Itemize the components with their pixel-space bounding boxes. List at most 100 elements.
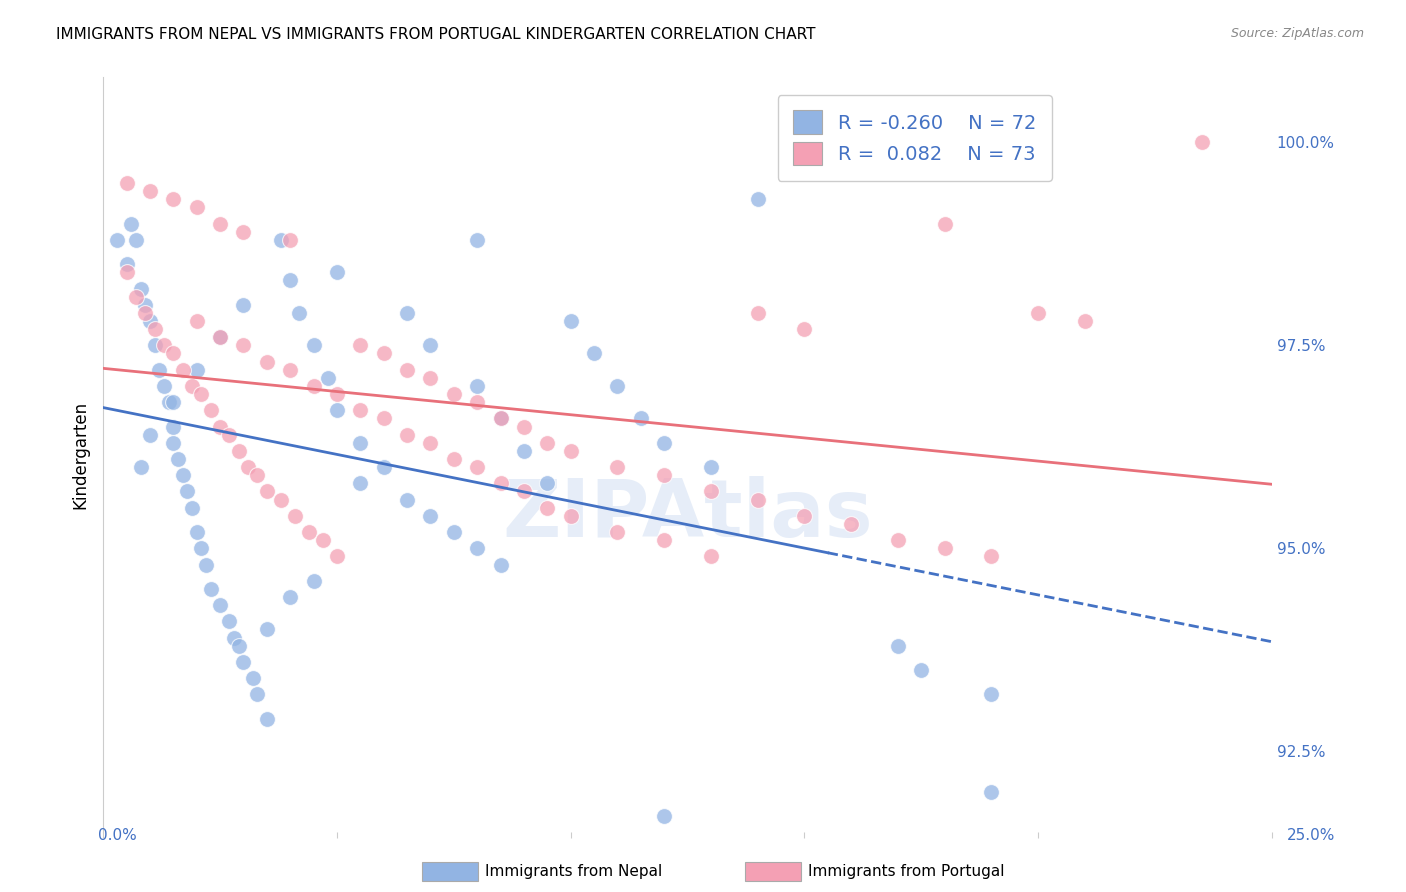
Point [134,306,156,320]
Point [652,435,675,450]
Point [349,476,371,491]
Point [465,460,488,475]
Point [143,338,166,352]
Point [560,508,582,523]
Point [536,500,558,515]
Point [747,492,769,507]
Point [222,631,245,645]
Point [700,460,723,475]
Point [1191,136,1213,150]
Point [228,443,250,458]
Point [208,217,231,231]
Point [172,468,194,483]
Point [278,273,301,287]
Point [747,306,769,320]
Point [443,387,465,401]
Point [162,395,184,409]
Point [157,395,180,409]
Point [143,322,166,336]
Point [208,598,231,612]
Point [326,265,349,279]
Point [176,484,198,499]
Point [443,452,465,467]
Text: IMMIGRANTS FROM NEPAL VS IMMIGRANTS FROM PORTUGAL KINDERGARTEN CORRELATION CHART: IMMIGRANTS FROM NEPAL VS IMMIGRANTS FROM… [56,27,815,42]
Point [793,508,815,523]
Point [489,476,512,491]
Point [513,484,536,499]
Point [278,362,301,376]
Point [115,176,138,190]
Point [200,582,222,596]
Point [489,411,512,425]
Point [839,516,862,531]
Point [395,306,418,320]
Point [513,443,536,458]
Point [232,225,254,239]
Text: Source: ZipAtlas.com: Source: ZipAtlas.com [1230,27,1364,40]
Point [536,476,558,491]
Point [200,403,222,417]
Point [419,371,441,385]
Text: ZIPAtlas: ZIPAtlas [502,476,873,554]
Point [232,655,254,669]
Point [162,435,184,450]
Point [606,460,628,475]
Point [278,233,301,247]
Point [652,533,675,548]
Point [312,533,335,548]
Point [536,435,558,450]
Point [513,419,536,434]
Point [980,687,1002,701]
Point [395,492,418,507]
Point [465,379,488,393]
Point [700,484,723,499]
Point [125,233,148,247]
Point [162,419,184,434]
Point [125,290,148,304]
Point [181,379,204,393]
Point [887,533,910,548]
Point [148,362,170,376]
Point [162,346,184,360]
Point [218,427,240,442]
Point [373,346,395,360]
Point [630,411,652,425]
Point [288,306,311,320]
Point [465,233,488,247]
Point [443,524,465,539]
Point [747,192,769,206]
Point [246,468,269,483]
Point [349,338,371,352]
Point [1026,306,1049,320]
Point [115,257,138,271]
Point [419,338,441,352]
Point [208,419,231,434]
Point [395,362,418,376]
Point [186,362,208,376]
Point [190,541,212,556]
Point [934,217,956,231]
Point [129,460,152,475]
Point [302,379,325,393]
Point [139,184,162,198]
Point [465,541,488,556]
Point [181,500,204,515]
Point [208,330,231,344]
Point [934,541,956,556]
Point [395,427,418,442]
Text: Immigrants from Nepal: Immigrants from Nepal [485,864,662,879]
Point [349,435,371,450]
Point [228,639,250,653]
Point [326,387,349,401]
Point [246,687,269,701]
Text: 25.0%: 25.0% [1288,828,1336,843]
Point [1074,314,1097,328]
Point [186,200,208,214]
Point [232,338,254,352]
Point [298,524,321,539]
Point [980,549,1002,564]
Point [606,379,628,393]
Point [560,314,582,328]
Point [326,549,349,564]
Point [186,524,208,539]
